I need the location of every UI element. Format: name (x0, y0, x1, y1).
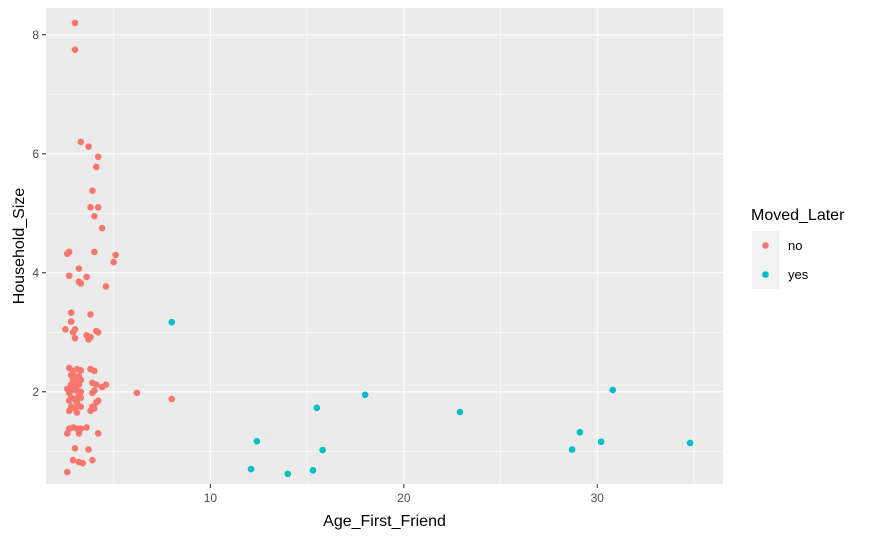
point-yes (168, 318, 176, 326)
point-yes (609, 386, 617, 394)
point-no (110, 258, 117, 266)
point-no (77, 367, 85, 374)
point-no (87, 204, 94, 211)
point-no (91, 212, 98, 220)
point-no (89, 456, 96, 464)
y-tick-label: 6 (32, 147, 39, 161)
point-no (102, 283, 110, 290)
point-no (168, 395, 176, 403)
point-no (85, 446, 92, 453)
y-tick-label: 4 (32, 266, 39, 280)
x-tick-label: 10 (204, 491, 218, 505)
point-yes (568, 446, 576, 453)
point-yes (319, 446, 326, 454)
y-axis-ticks: 2 4 6 8 (32, 28, 46, 399)
point-no (62, 326, 69, 333)
point-no (77, 403, 85, 410)
legend-label-no: no (788, 238, 802, 253)
point-no (92, 163, 100, 171)
legend-title: Moved_Later (751, 207, 845, 224)
point-no (91, 367, 98, 375)
point-yes (686, 439, 694, 447)
x-tick-label: 20 (397, 491, 411, 505)
legend-swatch-no (762, 242, 769, 249)
point-no (65, 407, 73, 415)
point-no (92, 381, 100, 388)
point-yes (456, 408, 464, 416)
point-no (65, 248, 73, 256)
legend-label-yes: yes (788, 267, 809, 282)
point-no (87, 311, 94, 318)
point-no (98, 383, 106, 391)
x-axis-title: Age_First_Friend (323, 513, 446, 530)
point-no (85, 143, 92, 150)
point-no (77, 280, 85, 287)
point-yes (309, 467, 317, 474)
point-no (133, 389, 141, 397)
point-no (71, 445, 79, 452)
point-no (92, 399, 100, 406)
legend: Moved_Later no yes (751, 207, 845, 289)
point-yes (247, 465, 255, 473)
point-no (83, 424, 90, 431)
point-no (77, 138, 85, 146)
point-no (94, 204, 102, 211)
point-no (71, 19, 79, 27)
point-no (85, 336, 92, 343)
point-no (83, 273, 90, 281)
point-yes (361, 391, 369, 399)
legend-swatch-yes (762, 271, 769, 278)
point-no (89, 187, 96, 194)
point-no (67, 318, 75, 325)
point-yes (597, 438, 605, 446)
point-no (87, 407, 94, 415)
x-tick-label: 30 (591, 491, 605, 505)
point-no (71, 334, 79, 342)
point-no (112, 251, 119, 259)
point-no (71, 326, 79, 333)
point-no (77, 394, 85, 402)
point-no (73, 399, 81, 406)
y-axis-title: Household_Size (11, 188, 28, 305)
point-no (91, 387, 98, 394)
point-yes (284, 470, 292, 478)
point-no (71, 46, 79, 53)
point-yes (253, 437, 261, 445)
point-no (69, 456, 77, 464)
point-no (65, 397, 73, 405)
point-no (98, 224, 106, 232)
point-no (63, 468, 71, 476)
point-no (79, 459, 87, 467)
y-tick-label: 2 (32, 385, 39, 399)
point-no (67, 309, 75, 316)
point-no (75, 265, 83, 272)
point-yes (576, 428, 584, 436)
point-no (94, 153, 102, 161)
x-axis-ticks: 10 20 30 (204, 484, 605, 505)
point-no (63, 430, 71, 437)
point-no (75, 381, 83, 388)
point-no (65, 272, 73, 280)
point-no (73, 409, 81, 416)
data-points (62, 19, 694, 478)
point-yes (313, 404, 321, 412)
plot-panel (46, 8, 723, 484)
point-no (94, 430, 102, 437)
point-no (94, 328, 102, 336)
y-tick-label: 8 (32, 28, 39, 42)
point-no (75, 430, 83, 437)
point-no (91, 248, 98, 256)
minor-gridlines (46, 8, 723, 484)
major-gridlines (46, 8, 723, 484)
